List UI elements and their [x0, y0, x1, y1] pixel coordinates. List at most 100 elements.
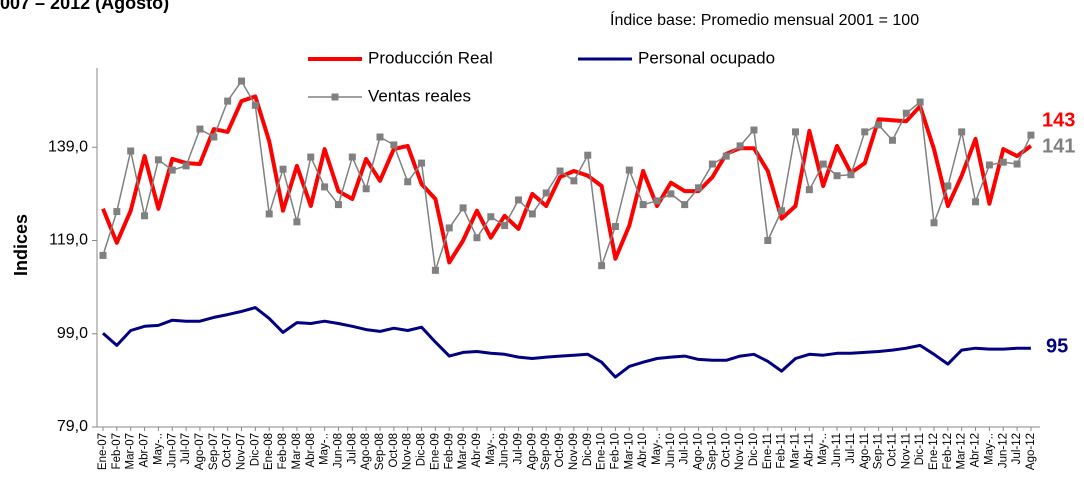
marker [653, 197, 661, 205]
x-tick-label: Ene-07 [97, 433, 109, 470]
x-tick-label: Ene-10 [596, 433, 608, 470]
y-tick-label: 119,0 [49, 232, 88, 249]
marker [985, 161, 993, 169]
marker [348, 153, 356, 161]
x-tick-label: Jul-11 [845, 433, 857, 463]
marker [334, 201, 342, 209]
marker [625, 166, 633, 174]
x-tick-label: Sep-11 [873, 433, 885, 469]
x-tick-label: Oct-11 [886, 433, 898, 467]
legend-marker [331, 93, 339, 101]
x-tick-label: May-.. [319, 433, 331, 465]
x-tick-label: Jul-08 [346, 433, 358, 464]
marker [792, 128, 799, 136]
x-tick-label: Abr-12 [970, 433, 982, 468]
x-tick-label: Ene-12 [928, 433, 940, 470]
marker [196, 125, 204, 133]
marker [958, 128, 966, 136]
x-tick-label: Jun-09 [499, 433, 511, 468]
marker [681, 201, 689, 209]
x-tick-label: Sep-09 [540, 433, 552, 470]
x-tick-label: Oct-09 [554, 433, 566, 468]
marker [293, 218, 301, 226]
x-tick-label: Dic-11 [914, 433, 926, 465]
marker [418, 159, 426, 167]
marker [487, 213, 495, 221]
marker [321, 183, 329, 191]
x-tick-label: Nov-07 [236, 433, 248, 470]
marker [861, 128, 869, 136]
x-tick-label: Jul-12 [1011, 433, 1023, 464]
x-tick-label: Jun-11 [831, 433, 843, 467]
x-tick-label: Nov-11 [900, 433, 912, 469]
x-tick-label: Dic-09 [582, 433, 594, 466]
x-tick-label: Abr-10 [637, 433, 649, 468]
x-tick-label: May-.. [651, 433, 663, 465]
x-tick-label: Mar-09 [457, 433, 469, 469]
x-tick-label: Ene-11 [762, 433, 774, 469]
marker [1013, 160, 1021, 168]
x-tick-label: Jul-09 [513, 433, 525, 464]
x-tick-label: Oct-10 [720, 433, 732, 468]
marker [708, 160, 716, 168]
marker [916, 98, 924, 106]
marker [390, 141, 398, 149]
y-axis-label: Indices [11, 214, 31, 276]
marker [584, 151, 592, 159]
end-label: 95 [1046, 335, 1068, 357]
x-tick-label: Nov-08 [402, 433, 414, 470]
marker [778, 207, 786, 215]
marker [764, 237, 772, 245]
marker [695, 184, 703, 192]
x-tick-label: Dic-07 [249, 433, 261, 466]
legend-label: Ventas reales [368, 86, 471, 105]
x-tick-label: Feb-10 [609, 433, 621, 469]
x-tick-label: Sep-10 [706, 433, 718, 470]
marker [210, 133, 218, 141]
x-tick-label: Jun-07 [166, 433, 178, 468]
marker [639, 201, 647, 209]
marker [972, 198, 980, 206]
legend-label: Producción Real [368, 48, 493, 67]
marker [473, 234, 481, 242]
x-tick-label: Mar-11 [790, 433, 802, 469]
marker [819, 160, 827, 168]
series-line [102, 306, 1031, 379]
x-tick-label: Feb-08 [277, 433, 289, 469]
x-tick-label: Jun-12 [997, 433, 1009, 468]
marker [722, 152, 730, 160]
marker [168, 166, 176, 174]
marker [888, 136, 896, 144]
marker [99, 251, 107, 259]
marker [570, 177, 578, 185]
marker [501, 222, 509, 230]
x-tick-label: Mar-12 [956, 433, 968, 469]
x-tick-label: Abr-11 [803, 433, 815, 467]
x-tick-label: Ago-09 [526, 433, 538, 470]
x-tick-label: Ene-08 [263, 433, 275, 470]
y-tick-label: 79,0 [57, 418, 88, 435]
marker [376, 133, 384, 141]
y-tick-label: 99,0 [57, 325, 88, 342]
x-tick-label: Jun-08 [332, 433, 344, 468]
marker [113, 208, 121, 216]
x-tick-label: Dic-08 [416, 433, 428, 466]
marker [542, 189, 550, 197]
series-line [101, 94, 1033, 265]
x-tick-label: Oct-08 [388, 433, 400, 468]
legend-label: Personal ocupado [638, 48, 775, 67]
x-tick-label: Sep-08 [374, 433, 386, 470]
x-tick-label: Jul-07 [180, 433, 192, 464]
x-tick-label: Abr-07 [139, 433, 151, 468]
marker [279, 165, 287, 173]
marker [667, 190, 675, 198]
marker [307, 153, 315, 161]
marker [930, 219, 938, 227]
marker [833, 172, 841, 180]
x-tick-label: Mar-08 [291, 433, 303, 469]
marker [404, 178, 412, 186]
x-tick-label: May-.. [983, 433, 995, 465]
marker [127, 147, 135, 155]
marker [598, 262, 606, 270]
